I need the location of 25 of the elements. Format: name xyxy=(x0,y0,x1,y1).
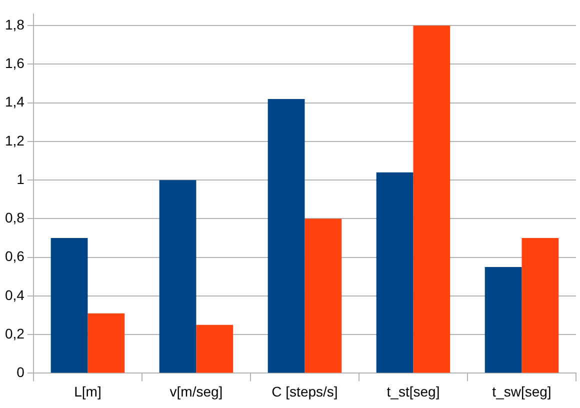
bar xyxy=(268,98,305,373)
y-tick-label: 1 xyxy=(16,170,25,187)
bar xyxy=(88,313,125,373)
x-tick-label: t_sw[seg] xyxy=(492,383,552,400)
y-tick-label: 1,8 xyxy=(4,16,25,32)
y-tick-label: 1,6 xyxy=(4,55,25,72)
y-tick-label: 1,2 xyxy=(4,132,25,148)
y-tick-label: 0,2 xyxy=(4,325,25,342)
x-tick-label: t_st[seg] xyxy=(386,383,440,400)
y-tick-label: 0,6 xyxy=(4,248,25,264)
bar xyxy=(50,238,88,373)
x-tick-label: C [steps/s] xyxy=(272,383,338,400)
bar xyxy=(484,266,522,373)
y-tick-label: 0 xyxy=(16,364,25,380)
bar xyxy=(413,26,450,373)
y-tick-label: 0,4 xyxy=(4,286,25,303)
bar xyxy=(304,218,342,373)
x-tick-label: L[m] xyxy=(74,383,102,400)
y-tick-label: 0,8 xyxy=(4,210,25,226)
x-tick-label: v[m/seg] xyxy=(170,383,223,400)
y-tick-label: 1,4 xyxy=(4,94,25,110)
bar xyxy=(522,238,559,373)
bar xyxy=(159,180,196,373)
bar xyxy=(196,324,234,373)
bar xyxy=(376,172,414,373)
